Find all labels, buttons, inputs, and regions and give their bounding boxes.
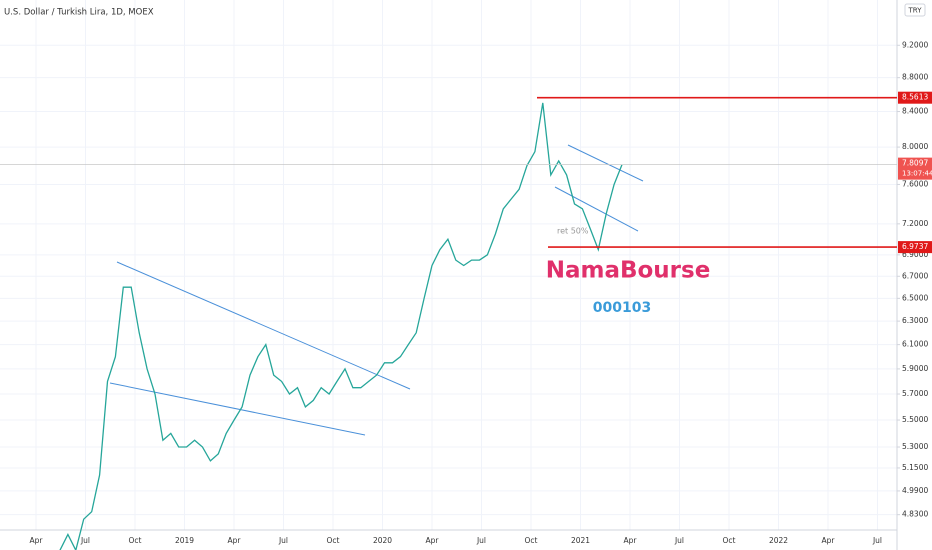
x-tick-label: Oct — [525, 536, 538, 545]
y-tick-label: 5.5000 — [902, 415, 928, 424]
y-tick-label: 5.3000 — [902, 442, 928, 451]
x-tick-label: Jul — [872, 536, 882, 545]
x-tick-label: Jul — [476, 536, 486, 545]
x-tick-label: 2020 — [373, 536, 392, 545]
x-tick-label: Apr — [426, 536, 440, 545]
y-tick-label: 6.9000 — [902, 250, 928, 259]
y-tick-label: 6.3000 — [902, 316, 928, 325]
y-tick-label: 5.1500 — [902, 463, 928, 472]
trend-line — [567, 144, 644, 182]
price-line — [59, 102, 623, 550]
x-tick-label: Jul — [674, 536, 684, 545]
y-tick-label: 5.9000 — [902, 364, 928, 373]
currency[interactable]: TRY — [908, 7, 923, 15]
x-tick-label: 2021 — [571, 536, 590, 545]
last-time: 13:07:44 — [902, 170, 932, 178]
code: 000103 — [593, 300, 651, 316]
y-tick-label: 7.6000 — [902, 179, 928, 188]
level-box — [898, 241, 932, 254]
y-tick-label: 4.8300 — [902, 510, 928, 519]
brand: NamaBourse — [546, 258, 711, 284]
y-tick-label: 7.2000 — [902, 219, 928, 228]
last-price-box — [898, 157, 932, 180]
level-label: 8.5613 — [902, 93, 928, 102]
y-tick-label: 8.8000 — [902, 73, 928, 82]
y-tick-label: 6.7000 — [902, 271, 928, 280]
y-tick-label: 4.9900 — [902, 486, 928, 495]
trend-line — [116, 261, 411, 390]
x-tick-label: Jul — [80, 536, 90, 545]
level-label: 6.9737 — [902, 242, 928, 251]
y-tick-label: 8.4000 — [902, 107, 928, 116]
x-tick-label: Apr — [228, 536, 242, 545]
x-tick-label: Jul — [278, 536, 288, 545]
y-tick-label: 8.0000 — [902, 142, 928, 151]
y-tick-label: 6.1000 — [902, 340, 928, 349]
trend-line — [109, 382, 366, 436]
y-tick-label: 6.5000 — [902, 293, 928, 302]
x-tick-label: 2022 — [769, 536, 788, 545]
y-tick-label: 5.7000 — [902, 389, 928, 398]
x-tick-label: Oct — [327, 536, 340, 545]
last-price: 7.8097 — [902, 159, 928, 168]
currency-box[interactable] — [904, 3, 926, 17]
chart-title: U.S. Dollar / Turkish Lira, 1D, MOEX — [4, 8, 154, 18]
grid-layer — [0, 0, 897, 530]
trend-line — [554, 186, 639, 232]
x-tick-label: Apr — [624, 536, 638, 545]
x-tick-label: Oct — [723, 536, 736, 545]
level-box — [898, 91, 932, 104]
x-tick-label: Oct — [129, 536, 142, 545]
x-tick-label: Apr — [822, 536, 836, 545]
y-tick-label: 9.2000 — [902, 40, 928, 49]
x-tick-label: Apr — [30, 536, 44, 545]
x-tick-label: 2019 — [175, 536, 194, 545]
annotation: ret 50% — [557, 227, 589, 236]
